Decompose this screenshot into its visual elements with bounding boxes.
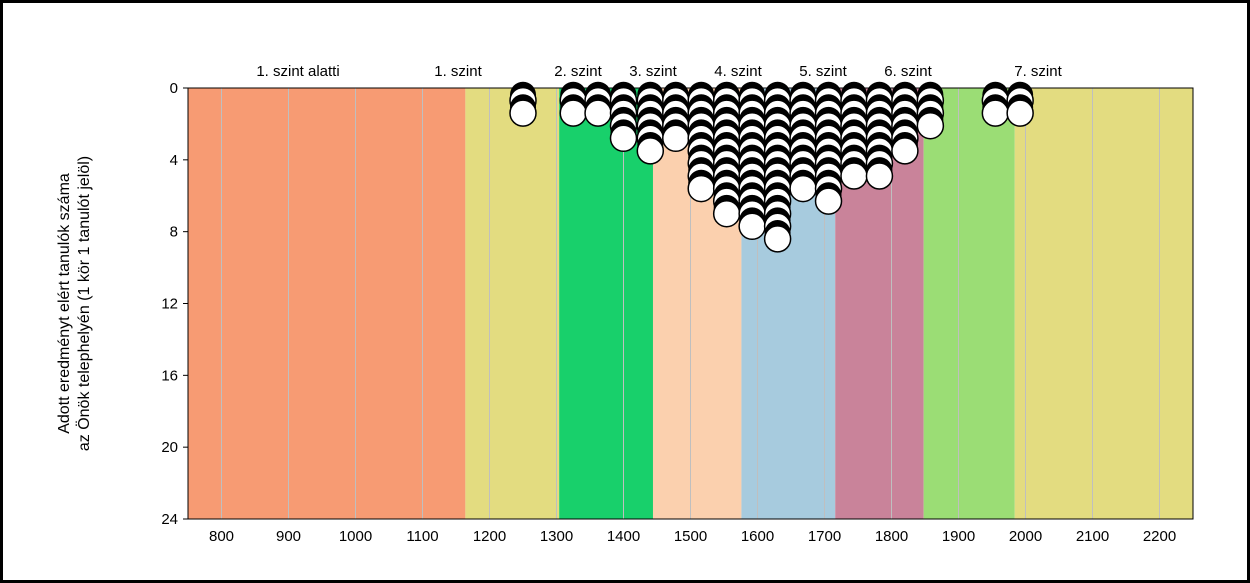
level-label: 2. szint (554, 63, 602, 80)
x-tick-label: 1300 (540, 528, 573, 545)
x-tick-label: 1000 (339, 528, 372, 545)
y-tick-labels: 0 4 8 12 16 20 24 (161, 80, 188, 528)
level-band (188, 88, 465, 519)
y-tick-label: 12 (161, 296, 178, 313)
dot-white (688, 176, 714, 202)
x-tick-label: 2200 (1143, 528, 1176, 545)
y-axis-title: Adott eredményt elért tanulók számaaz Ön… (56, 156, 93, 451)
dot-white (637, 138, 663, 164)
x-tick-label: 1800 (875, 528, 908, 545)
level-label: 1. szint alatti (256, 63, 339, 80)
x-tick-label: 1400 (607, 528, 640, 545)
chart-frame: 1. szint alatti 1. szint 2. szint 3. szint 4… (0, 0, 1250, 583)
dot-white (982, 100, 1008, 126)
x-tick-label: 900 (276, 528, 301, 545)
x-tick-label: 2000 (1009, 528, 1042, 545)
x-tick-labels: 800 900 1000 1100 1200 1300 1400 1500 1600 1700 18… (209, 528, 1176, 545)
y-tick-label: 16 (161, 367, 178, 384)
x-tick-label: 1600 (741, 528, 774, 545)
dot-white (560, 100, 586, 126)
dot-white (739, 213, 765, 239)
dot-white (611, 125, 637, 151)
y-tick-label: 24 (161, 511, 178, 528)
dot-white (510, 100, 536, 126)
dot-white (866, 163, 892, 189)
level-label: 5. szint (799, 63, 847, 80)
y-tick-label: 0 (170, 80, 178, 97)
x-tick-label: 2100 (1076, 528, 1109, 545)
x-tick-label: 800 (209, 528, 234, 545)
dot-white (917, 113, 943, 139)
level-band (465, 88, 559, 519)
dot-white (1007, 100, 1033, 126)
level-band (924, 88, 1015, 519)
dot-white (714, 201, 740, 227)
y-tick-label: 20 (161, 439, 178, 456)
x-tick-label: 1900 (942, 528, 975, 545)
level-label: 7. szint (1014, 63, 1062, 80)
x-tick-label: 1700 (808, 528, 841, 545)
level-label: 3. szint (629, 63, 677, 80)
dot-white (816, 188, 842, 214)
level-band (1015, 88, 1193, 519)
dot-white (765, 226, 791, 252)
dot-histogram-chart: 1. szint alatti 1. szint 2. szint 3. szint 4… (3, 3, 1247, 580)
dot-white (790, 176, 816, 202)
x-tick-label: 1200 (473, 528, 506, 545)
y-tick-label: 8 (170, 224, 178, 241)
level-label: 6. szint (884, 63, 932, 80)
level-label: 4. szint (714, 63, 762, 80)
dot-white (663, 125, 689, 151)
dot-white (841, 163, 867, 189)
x-tick-label: 1500 (674, 528, 707, 545)
dot-white (892, 138, 918, 164)
y-tick-label: 4 (170, 152, 178, 169)
y-axis-title-line1: Adott eredményt elért tanulók száma (56, 173, 73, 434)
level-label: 1. szint (434, 63, 482, 80)
level-labels: 1. szint alatti 1. szint 2. szint 3. szint 4… (256, 63, 1062, 80)
dot-white (585, 100, 611, 126)
y-axis-title-line2: az Önök telephelyén (1 kör 1 tanulót jel… (75, 156, 93, 451)
x-tick-label: 1100 (406, 528, 438, 545)
